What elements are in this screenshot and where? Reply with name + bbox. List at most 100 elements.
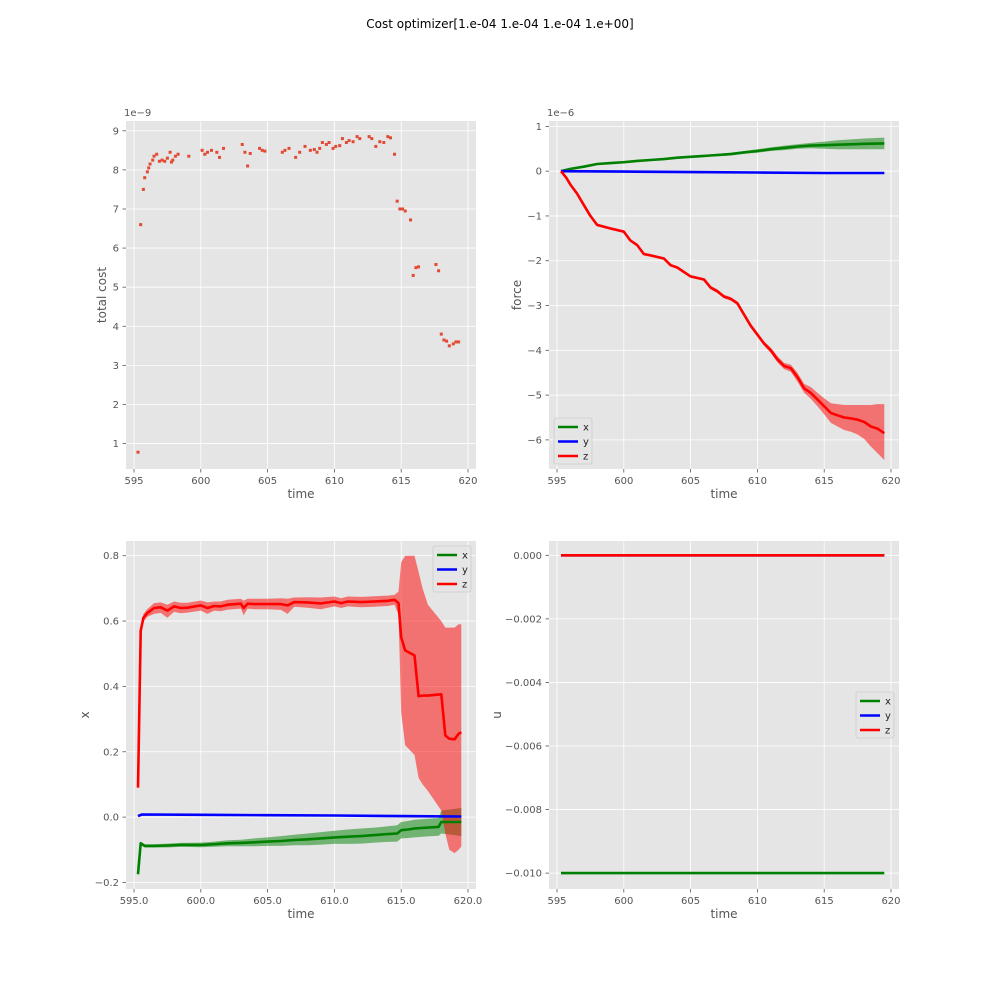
- cost-point: [389, 136, 393, 140]
- cost-point: [320, 141, 324, 145]
- cost-point: [378, 140, 382, 144]
- state-xlabel: time: [287, 907, 314, 921]
- force-xtick-label: 605: [681, 476, 700, 487]
- control-xlabel: time: [710, 907, 737, 921]
- cost-point: [334, 144, 338, 148]
- cost-ytick-label: 5: [113, 283, 119, 294]
- control-plot-area: [549, 541, 899, 889]
- state-ytick-label: 0.6: [103, 617, 119, 628]
- state-xtick-label: 610.0: [320, 896, 349, 907]
- cost-xtick-label: 620: [458, 476, 477, 487]
- force-ytick-label: −5: [527, 391, 542, 402]
- state-legend-label-x: x: [462, 551, 468, 562]
- cost-xtick-label: 600: [191, 476, 210, 487]
- control-legend-label-z: z: [885, 726, 890, 737]
- cost-point: [240, 142, 244, 146]
- cost-point: [338, 144, 342, 148]
- cost-point: [351, 140, 355, 144]
- cost-point: [367, 135, 371, 139]
- cost-point: [437, 269, 441, 273]
- cost-offset-text: 1e−9: [124, 108, 151, 119]
- force-legend-label-x: x: [583, 423, 589, 434]
- figure-title: Cost optimizer[1.e-04 1.e-04 1.e-04 1.e+…: [366, 17, 634, 31]
- cost-point: [246, 164, 250, 168]
- state-xtick-label: 605.0: [253, 896, 282, 907]
- cost-point: [163, 159, 167, 163]
- cost-point: [308, 148, 312, 152]
- force-series-y: [560, 169, 885, 175]
- force-ylabel: force: [510, 280, 524, 310]
- cost-point: [315, 150, 319, 154]
- cost-point: [358, 137, 362, 141]
- force-ytick-label: −3: [527, 301, 542, 312]
- cost-point: [434, 263, 438, 267]
- cost-point: [148, 162, 152, 166]
- control-xtick-label: 600: [614, 896, 633, 907]
- force-xtick-label: 615: [815, 476, 834, 487]
- cost-point: [393, 152, 397, 156]
- cost-point: [165, 156, 169, 160]
- cost-ylabel: total cost: [95, 267, 109, 323]
- cost-point: [248, 151, 252, 155]
- state-series-x: [136, 820, 462, 875]
- control-legend-label-x: x: [885, 697, 891, 708]
- state-ylabel: x: [78, 711, 92, 718]
- cost-point: [209, 148, 213, 152]
- cost-point: [347, 139, 351, 143]
- cost-point: [411, 273, 415, 277]
- force-xtick-label: 620: [881, 476, 900, 487]
- state-xtick-label: 615.0: [387, 896, 416, 907]
- control-ytick-label: −0.006: [505, 741, 542, 752]
- control-chart: 595 600 605 610 615 620 0.000 −0.002 −0.004 −0.00…: [490, 541, 901, 921]
- control-legend: xyz: [855, 691, 895, 739]
- state-series-y: [137, 813, 462, 818]
- cost-point: [417, 265, 421, 269]
- force-legend-label-y: y: [583, 437, 589, 448]
- cost-point: [151, 158, 155, 162]
- cost-point: [445, 339, 449, 343]
- cost-point: [370, 137, 374, 141]
- cost-point: [401, 207, 405, 211]
- force-offset-text: 1e−6: [547, 108, 574, 119]
- cost-point: [395, 199, 399, 203]
- cost-point: [403, 209, 407, 213]
- cost-point: [344, 141, 348, 145]
- cost-point: [136, 450, 140, 454]
- cost-point: [324, 142, 328, 146]
- state-ytick-label: 0.0: [103, 813, 119, 824]
- cost-point: [442, 338, 446, 342]
- cost-point: [414, 266, 418, 270]
- state-xtick-label: 595.0: [120, 896, 149, 907]
- cost-chart: 595 600 605 610 615 620 1 2 3 4 5 6 7 8 9 1e−9 time total…: [95, 108, 478, 501]
- state-series-z: [136, 598, 462, 788]
- force-ytick-label: 1: [536, 122, 542, 133]
- force-chart: 595 600 605 610 615 620 1 0 −1 −2 −3 −4 −5 −6 1e−6 time…: [510, 108, 901, 501]
- force-xtick-label: 595: [547, 476, 566, 487]
- state-xtick-label: 620.0: [454, 896, 483, 907]
- control-ylabel: u: [490, 711, 504, 719]
- cost-xtick-label: 595: [124, 476, 143, 487]
- cost-point: [260, 148, 264, 152]
- cost-point: [327, 141, 331, 145]
- force-series-x: [560, 142, 885, 173]
- cost-point: [331, 146, 335, 150]
- force-legend: xyz: [553, 417, 593, 465]
- cost-point: [147, 166, 151, 170]
- state-ytick-label: 0.4: [103, 682, 119, 693]
- cost-ytick-label: 1: [113, 439, 119, 450]
- force-ytick-label: −4: [527, 346, 542, 357]
- cost-point: [139, 223, 143, 227]
- cost-point: [205, 150, 209, 154]
- cost-point: [141, 187, 145, 191]
- cost-point: [145, 170, 149, 174]
- cost-ytick-label: 2: [113, 400, 119, 411]
- cost-point: [447, 344, 451, 348]
- cost-point: [355, 135, 359, 139]
- force-xlabel: time: [710, 487, 737, 501]
- cost-point: [258, 146, 262, 150]
- cost-ytick-label: 7: [113, 204, 119, 215]
- cost-point: [398, 207, 402, 211]
- cost-xtick-label: 615: [392, 476, 411, 487]
- state-legend-label-z: z: [462, 580, 467, 591]
- control-ytick-label: 0.000: [513, 551, 542, 562]
